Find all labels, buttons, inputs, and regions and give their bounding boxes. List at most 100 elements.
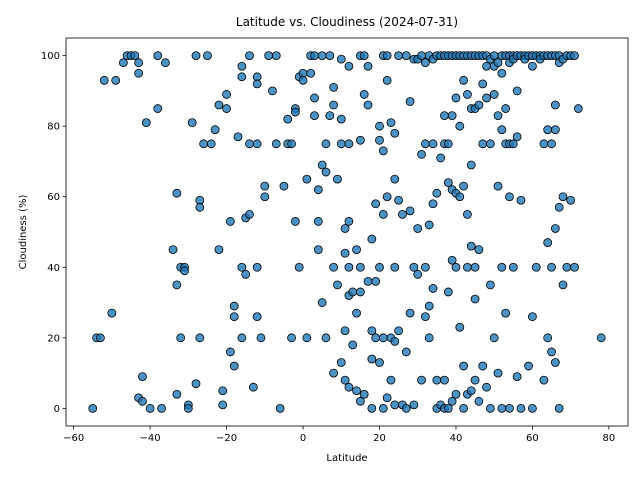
- data-point: [493, 111, 503, 120]
- data-point: [367, 403, 377, 413]
- data-point: [451, 93, 461, 103]
- data-point: [424, 220, 434, 230]
- data-point: [145, 403, 155, 413]
- data-point: [290, 107, 300, 117]
- data-point: [195, 333, 205, 343]
- data-point: [550, 100, 560, 110]
- data-point: [172, 280, 182, 290]
- data-point: [378, 209, 388, 219]
- data-point: [176, 333, 186, 343]
- data-point: [340, 248, 350, 258]
- data-point: [355, 262, 365, 272]
- data-point: [493, 181, 503, 191]
- data-point: [497, 125, 507, 135]
- data-point: [390, 262, 400, 272]
- data-point: [310, 111, 319, 120]
- data-point: [310, 93, 319, 103]
- data-point: [417, 149, 426, 159]
- data-point: [294, 262, 304, 272]
- data-point: [558, 280, 568, 290]
- data-point: [497, 262, 507, 272]
- data-point: [482, 93, 491, 103]
- data-point: [252, 262, 262, 272]
- data-point: [218, 386, 228, 396]
- data-point: [489, 90, 499, 99]
- data-point: [405, 206, 415, 216]
- data-point: [558, 192, 568, 202]
- data-point: [157, 403, 166, 413]
- data-points: [88, 51, 606, 413]
- data-point: [134, 58, 144, 68]
- data-point: [287, 139, 296, 149]
- data-point: [474, 396, 484, 406]
- data-point: [401, 347, 411, 357]
- data-point: [528, 61, 537, 71]
- data-point: [382, 192, 392, 202]
- data-point: [344, 217, 354, 226]
- data-point: [378, 146, 388, 156]
- data-point: [371, 333, 381, 343]
- data-point: [180, 266, 189, 276]
- data-point: [497, 68, 507, 78]
- data-point: [329, 262, 339, 272]
- data-point: [317, 160, 327, 170]
- data-point: [443, 139, 453, 149]
- data-point: [367, 234, 377, 244]
- data-point: [245, 139, 254, 149]
- data-point: [229, 301, 239, 311]
- data-point: [459, 75, 469, 85]
- data-point: [298, 75, 308, 85]
- data-point: [96, 333, 105, 343]
- data-point: [279, 181, 289, 191]
- data-point: [428, 284, 438, 293]
- data-point: [470, 375, 480, 385]
- data-point: [321, 333, 331, 343]
- data-point: [413, 269, 423, 279]
- data-point: [264, 51, 274, 61]
- data-point: [252, 139, 262, 149]
- data-point: [191, 379, 201, 389]
- data-point: [241, 269, 251, 279]
- data-point: [443, 287, 453, 297]
- data-point: [344, 262, 354, 272]
- data-point: [554, 403, 564, 413]
- data-point: [210, 125, 220, 135]
- data-point: [478, 79, 488, 89]
- data-point: [183, 403, 193, 413]
- data-point: [398, 209, 407, 219]
- data-point: [363, 61, 373, 71]
- data-point: [191, 51, 201, 61]
- data-point: [348, 340, 358, 350]
- data-point: [287, 333, 296, 343]
- data-point: [512, 132, 522, 142]
- data-point: [443, 178, 453, 188]
- data-point: [344, 139, 354, 149]
- data-point: [229, 312, 239, 322]
- data-point: [371, 199, 381, 209]
- data-point: [245, 51, 254, 61]
- data-point: [550, 358, 560, 367]
- chart-title: Latitude vs. Cloudiness (2024-07-31): [236, 15, 458, 29]
- data-point: [233, 132, 243, 142]
- data-point: [474, 245, 484, 255]
- data-point: [417, 375, 426, 385]
- x-tick-label: −60: [63, 433, 84, 444]
- data-point: [336, 139, 346, 149]
- data-point: [359, 51, 369, 61]
- data-point: [229, 361, 239, 371]
- data-point: [447, 255, 457, 265]
- data-point: [432, 375, 442, 385]
- data-point: [531, 262, 541, 272]
- data-point: [516, 195, 526, 205]
- data-point: [237, 262, 247, 272]
- data-point: [413, 224, 423, 233]
- data-point: [420, 262, 430, 272]
- data-point: [199, 139, 209, 149]
- data-point: [512, 86, 522, 96]
- data-point: [466, 386, 476, 396]
- x-tick-label: 20: [373, 433, 386, 444]
- data-point: [321, 139, 331, 149]
- data-point: [275, 403, 285, 413]
- data-point: [528, 312, 537, 322]
- data-point: [428, 139, 438, 149]
